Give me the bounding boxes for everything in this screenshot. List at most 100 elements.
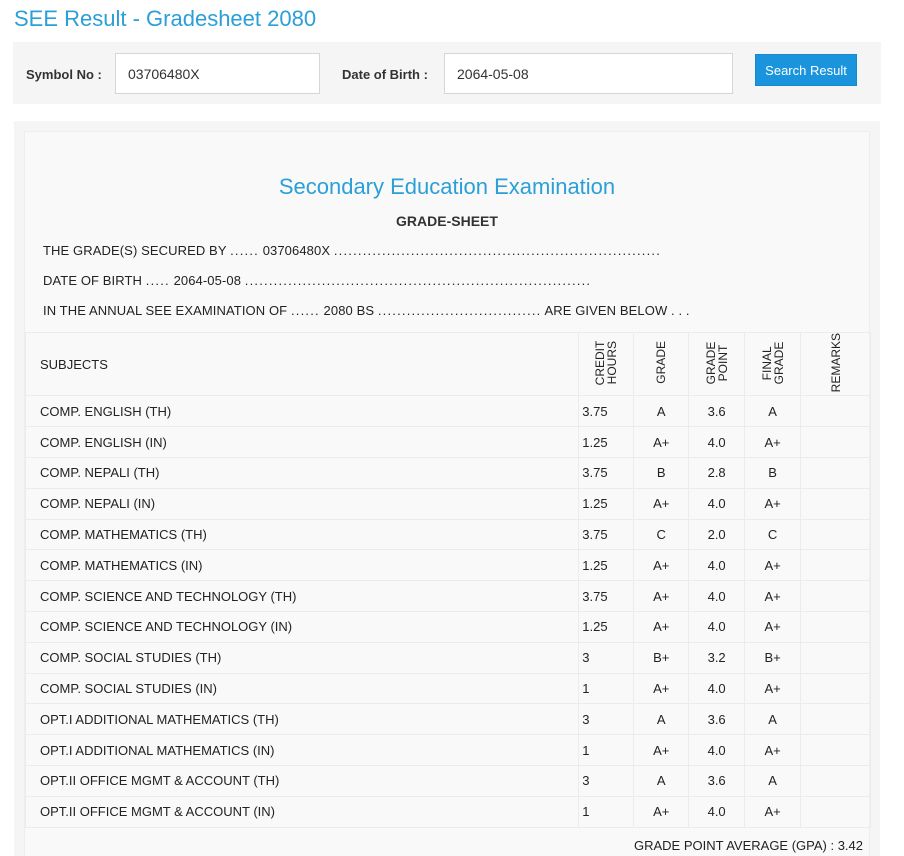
remarks-cell (800, 518, 871, 551)
subjects-header: SUBJECTS (24, 331, 580, 397)
grade-cell: A+ (633, 734, 690, 766)
credit-hours-cell: 1.25 (578, 487, 635, 520)
remarks-cell (800, 580, 871, 612)
grade-cell: A+ (633, 580, 690, 612)
remarks-cell (800, 764, 871, 797)
credit-hours-cell: 3.75 (578, 395, 635, 428)
credit-hours-cell: 1 (578, 734, 635, 766)
credit-hours-cell: 1 (578, 795, 635, 828)
final-grade-cell: A+ (744, 487, 802, 520)
table-row: COMP. SOCIAL STUDIES (IN) 1 A+ 4.0 A+ (24, 672, 871, 705)
credit-hours-cell: 1 (578, 672, 635, 705)
grade-point-cell: 2.0 (688, 518, 746, 551)
final-grade-cell: C (744, 518, 802, 551)
table-row: COMP. NEPALI (TH) 3.75 B 2.8 B (24, 456, 871, 489)
exam-line-value: 2080 BS (323, 303, 375, 318)
final-grade-cell: A+ (744, 426, 802, 458)
grade-cell: C (633, 518, 690, 551)
credit-hours-header: CREDIT HOURS (578, 331, 635, 397)
grade-point-header-label: GRADE POINT (703, 341, 730, 385)
final-grade-cell: A+ (744, 580, 802, 612)
grade-cell: A+ (633, 426, 690, 458)
grade-point-cell: 4.0 (688, 426, 746, 458)
subject-cell: OPT.I ADDITIONAL MATHEMATICS (TH) (24, 703, 580, 736)
final-grade-cell: A+ (744, 610, 802, 643)
remarks-cell (800, 456, 871, 489)
grade-cell: A (633, 703, 690, 736)
table-row: OPT.II OFFICE MGMT & ACCOUNT (TH) 3 A 3.6 A (24, 764, 871, 797)
search-form: Symbol No : Date of Birth : Search Resul… (13, 42, 881, 104)
table-row: OPT.I ADDITIONAL MATHEMATICS (IN) 1 A+ 4.0 A… (24, 734, 871, 766)
search-result-button[interactable]: Search Result (755, 54, 857, 86)
secured-by-label: THE GRADE(S) SECURED BY (43, 243, 227, 258)
grade-point-cell: 3.6 (688, 395, 746, 428)
symbol-input[interactable] (115, 53, 320, 94)
subject-cell: COMP. SOCIAL STUDIES (IN) (24, 672, 580, 705)
final-grade-cell: A (744, 395, 802, 428)
grade-cell: A+ (633, 487, 690, 520)
exam-title: Secondary Education Examination (278, 174, 616, 199)
final-grade-cell: B+ (744, 641, 802, 674)
table-row: COMP. SCIENCE AND TECHNOLOGY (IN) 1.25 A+ 4… (24, 610, 871, 643)
gradesheet: Secondary Education Examination GRADE-SH… (24, 131, 871, 856)
remarks-header-label: REMARKS (828, 333, 843, 393)
remarks-cell (800, 795, 871, 828)
credit-hours-cell: 3.75 (578, 518, 635, 551)
subject-cell: COMP. SOCIAL STUDIES (TH) (24, 641, 580, 674)
grade-point-cell: 4.0 (688, 549, 746, 582)
subject-cell: COMP. MATHEMATICS (TH) (24, 518, 580, 551)
grade-point-cell: 3.6 (688, 703, 746, 736)
grade-cell: A+ (633, 795, 690, 828)
grade-header: GRADE (633, 331, 690, 397)
grade-point-cell: 2.8 (688, 456, 746, 489)
gradesheet-subtitle: GRADE-SHEET (396, 213, 498, 229)
final-grade-cell: A+ (744, 795, 802, 828)
gpa-text: GRADE POINT AVERAGE (GPA) : 3.42 (633, 838, 863, 853)
credit-hours-cell: 1.25 (578, 549, 635, 582)
table-row: COMP. MATHEMATICS (IN) 1.25 A+ 4.0 A+ (24, 549, 871, 582)
dob-line-value: 2064-05-08 (173, 273, 242, 288)
credit-hours-cell: 3 (578, 641, 635, 674)
table-row: COMP. MATHEMATICS (TH) 3.75 C 2.0 C (24, 518, 871, 551)
remarks-cell (800, 734, 871, 766)
dot-leader: ...... (230, 243, 259, 258)
dot-leader: ..... (145, 273, 170, 288)
exam-line-label: IN THE ANNUAL SEE EXAMINATION OF (43, 303, 288, 318)
grade-cell: A+ (633, 549, 690, 582)
dot-leader: ........................................… (333, 243, 662, 258)
remarks-cell (800, 703, 871, 736)
dot-leader: ........................................… (244, 273, 592, 288)
subject-cell: COMP. SCIENCE AND TECHNOLOGY (TH) (24, 580, 580, 612)
grade-point-cell: 3.6 (688, 764, 746, 797)
credit-hours-cell: 3.75 (578, 580, 635, 612)
grade-cell: A+ (633, 610, 690, 643)
grade-cell: A (633, 764, 690, 797)
subject-cell: OPT.II OFFICE MGMT & ACCOUNT (TH) (24, 764, 580, 797)
credit-hours-cell: 3 (578, 764, 635, 797)
dob-input[interactable] (444, 53, 733, 94)
exam-line-suffix: ARE GIVEN BELOW . . . (544, 303, 690, 318)
symbol-label: Symbol No : (26, 67, 102, 82)
subject-cell: OPT.II OFFICE MGMT & ACCOUNT (IN) (24, 795, 580, 828)
final-grade-cell: A+ (744, 734, 802, 766)
table-row: COMP. ENGLISH (TH) 3.75 A 3.6 A (24, 395, 871, 428)
subject-cell: COMP. SCIENCE AND TECHNOLOGY (IN) (24, 610, 580, 643)
credit-hours-cell: 1.25 (578, 610, 635, 643)
credit-hours-cell: 3.75 (578, 456, 635, 489)
grade-point-cell: 4.0 (688, 610, 746, 643)
subject-cell: COMP. ENGLISH (TH) (24, 395, 580, 428)
remarks-cell (800, 610, 871, 643)
subject-cell: COMP. ENGLISH (IN) (24, 426, 580, 458)
table-row: COMP. ENGLISH (IN) 1.25 A+ 4.0 A+ (24, 426, 871, 458)
remarks-cell (800, 641, 871, 674)
final-grade-cell: A (744, 764, 802, 797)
credit-hours-cell: 1.25 (578, 426, 635, 458)
dot-leader: .................................. (377, 303, 542, 318)
table-row: OPT.II OFFICE MGMT & ACCOUNT (IN) 1 A+ 4.0 A… (24, 795, 871, 828)
grade-cell: B+ (633, 641, 690, 674)
dot-leader: ...... (290, 303, 320, 318)
grade-point-cell: 3.2 (688, 641, 746, 674)
final-grade-header: FINAL GRADE (744, 331, 802, 397)
exam-line: IN THE ANNUAL SEE EXAMINATION OF ...... … (43, 303, 690, 318)
secured-by-line: THE GRADE(S) SECURED BY ...... 03706480X… (43, 243, 661, 258)
